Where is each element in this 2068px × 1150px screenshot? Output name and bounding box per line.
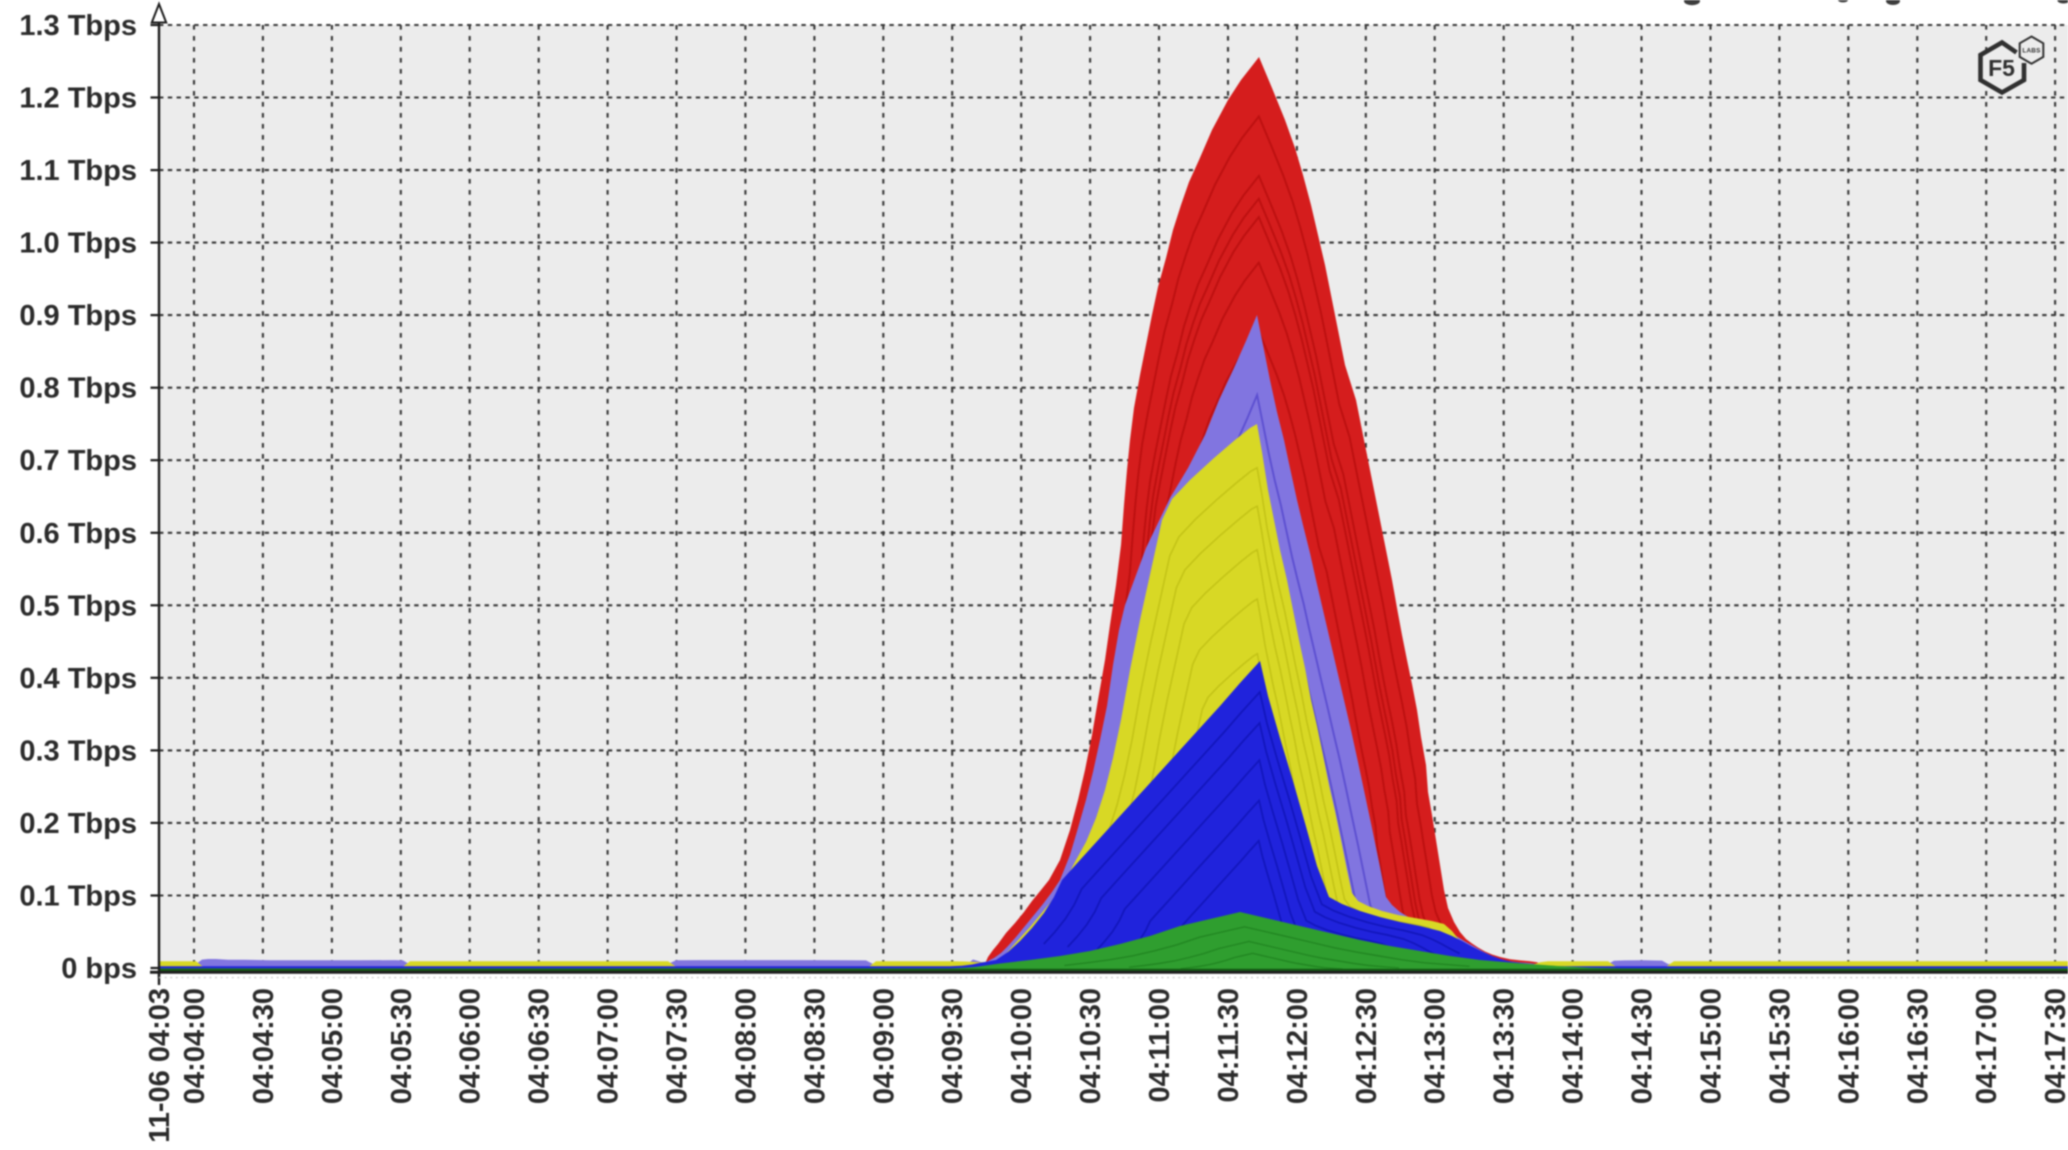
- svg-text:04:13:30: 04:13:30: [1489, 988, 1521, 1104]
- svg-text:04:09:30: 04:09:30: [937, 988, 969, 1104]
- svg-text:04:12:00: 04:12:00: [1282, 988, 1314, 1104]
- svg-text:1.0 Tbps: 1.0 Tbps: [19, 228, 137, 260]
- svg-text:04:07:30: 04:07:30: [662, 988, 694, 1104]
- svg-text:04:15:00: 04:15:00: [1696, 988, 1728, 1104]
- svg-text:04:10:00: 04:10:00: [1006, 988, 1038, 1104]
- svg-text:1.2 Tbps: 1.2 Tbps: [19, 83, 137, 115]
- svg-text:04:13:00: 04:13:00: [1420, 988, 1452, 1104]
- svg-text:04:05:00: 04:05:00: [317, 988, 349, 1104]
- svg-text:0.3 Tbps: 0.3 Tbps: [19, 735, 137, 767]
- svg-text:04:08:00: 04:08:00: [730, 988, 762, 1104]
- svg-text:04:11:30: 04:11:30: [1213, 988, 1245, 1103]
- svg-text:0.2 Tbps: 0.2 Tbps: [19, 808, 137, 840]
- svg-text:F5: F5: [1988, 55, 2015, 81]
- svg-text:04:17:30: 04:17:30: [2040, 988, 2068, 1104]
- svg-text:0.9 Tbps: 0.9 Tbps: [19, 300, 137, 332]
- svg-text:0.1 Tbps: 0.1 Tbps: [19, 881, 137, 913]
- svg-text:04:16:00: 04:16:00: [1833, 988, 1865, 1104]
- svg-text:1.3 Tbps: 1.3 Tbps: [19, 10, 137, 42]
- svg-text:04:06:30: 04:06:30: [524, 988, 556, 1104]
- svg-text:0 bps: 0 bps: [61, 953, 137, 985]
- svg-text:04:14:30: 04:14:30: [1627, 988, 1659, 1104]
- svg-text:04:05:30: 04:05:30: [386, 988, 418, 1104]
- svg-text:04:07:00: 04:07:00: [593, 988, 625, 1104]
- svg-text:04:08:30: 04:08:30: [799, 988, 831, 1104]
- svg-text:04:04:30: 04:04:30: [248, 988, 280, 1104]
- svg-text:04:11:00: 04:11:00: [1144, 988, 1176, 1103]
- svg-text:0.5 Tbps: 0.5 Tbps: [19, 590, 137, 622]
- svg-text:0.8 Tbps: 0.8 Tbps: [19, 373, 137, 405]
- svg-text:04:15:30: 04:15:30: [1764, 988, 1796, 1104]
- svg-text:0.4 Tbps: 0.4 Tbps: [19, 663, 137, 695]
- svg-text:LABS: LABS: [2022, 47, 2041, 54]
- svg-text:04:09:00: 04:09:00: [868, 988, 900, 1104]
- svg-text:04:04:00: 04:04:00: [179, 988, 211, 1104]
- svg-text:11-06 04:03: 11-06 04:03: [144, 988, 176, 1143]
- svg-text:0.6 Tbps: 0.6 Tbps: [19, 518, 137, 550]
- svg-text:04:10:30: 04:10:30: [1075, 988, 1107, 1104]
- svg-text:0.7 Tbps: 0.7 Tbps: [19, 445, 137, 477]
- svg-text:04:16:30: 04:16:30: [1902, 988, 1934, 1104]
- svg-text:04:12:30: 04:12:30: [1351, 988, 1383, 1104]
- svg-text:04:17:00: 04:17:00: [1971, 988, 2003, 1104]
- svg-text:04:14:00: 04:14:00: [1558, 988, 1590, 1104]
- svg-text:1.1 Tbps: 1.1 Tbps: [19, 155, 137, 187]
- svg-text:04:06:00: 04:06:00: [455, 988, 487, 1104]
